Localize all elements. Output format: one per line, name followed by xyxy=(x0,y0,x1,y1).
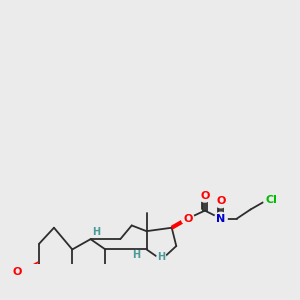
Circle shape xyxy=(92,228,101,237)
Circle shape xyxy=(214,195,227,208)
Text: O: O xyxy=(200,191,210,201)
Circle shape xyxy=(11,266,24,279)
Circle shape xyxy=(182,212,194,225)
Text: O: O xyxy=(13,267,22,277)
Text: O: O xyxy=(216,196,226,206)
Circle shape xyxy=(199,189,211,202)
Circle shape xyxy=(214,212,227,225)
Text: H: H xyxy=(158,253,166,262)
Text: H: H xyxy=(132,250,140,260)
Text: O: O xyxy=(183,214,192,224)
Circle shape xyxy=(132,250,141,260)
Text: H: H xyxy=(92,227,100,237)
Text: Cl: Cl xyxy=(265,195,277,205)
Text: N: N xyxy=(216,214,226,224)
Circle shape xyxy=(157,253,166,262)
Circle shape xyxy=(264,193,279,208)
